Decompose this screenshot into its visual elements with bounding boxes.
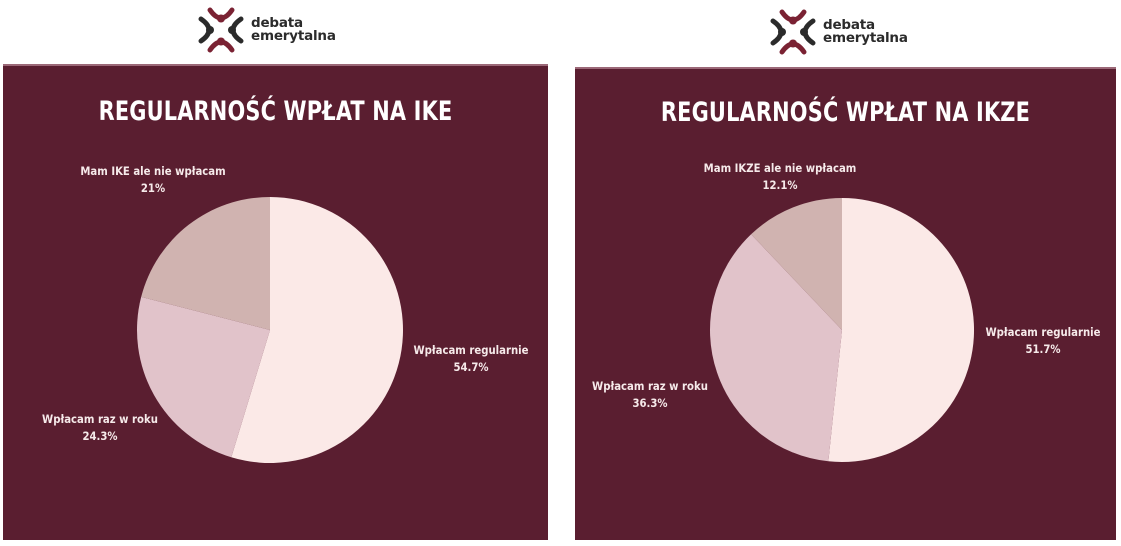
brand-name: debata emerytalna [251,15,336,44]
chart-panel-ikze: REGULARNOŚĆ WPŁAT NA IKZE Mam IKZE ale n… [575,67,1116,540]
chart-title: REGULARNOŚĆ WPŁAT NA IKZE [660,97,1031,128]
pie-slice-raz-w-roku [137,296,270,458]
pie-slice-regularnie [231,197,404,463]
pie-chart-ike [137,197,404,463]
panel-divider [3,64,548,66]
brand-name: debata emerytalna [823,17,908,46]
slice-label-raz-w-roku: Wpłacam raz w roku 24.3% [42,412,158,443]
brand-line-2: emerytalna [823,30,908,46]
debata-emerytalna-logo-icon [198,7,244,53]
brand-logo: debata emerytalna [197,6,336,54]
pie-slice-raz-w-roku [710,234,842,462]
pie-slice-regularnie [828,197,975,463]
slice-label-raz-w-roku: Wpłacam raz w roku 36.3% [592,379,708,410]
slice-label-nie-wplacam: Mam IKE ale nie wpłacam 21% [80,164,226,195]
panel-divider [575,67,1116,69]
slice-label-regularnie: Wpłacam regularnie 54.7% [413,343,529,374]
brand-line-1: debata [823,17,875,33]
brand-logo: debata emerytalna [769,8,908,56]
slice-label-nie-wplacam: Mam IKZE ale nie wpłacam 12.1% [703,161,857,192]
debata-emerytalna-logo-icon [770,9,816,55]
slice-label-regularnie: Wpłacam regularnie 51.7% [985,325,1101,356]
brand-line-1: debata [251,15,303,31]
chart-title: REGULARNOŚĆ WPŁAT NA IKE [98,96,453,127]
pie-chart-ikze [710,197,975,463]
pie-slice-nie-wplacam [751,198,842,330]
brand-line-2: emerytalna [251,28,336,44]
pie-slice-nie-wplacam [141,197,270,330]
chart-panel-ike: REGULARNOŚĆ WPŁAT NA IKE Mam IKE ale nie… [3,64,548,540]
